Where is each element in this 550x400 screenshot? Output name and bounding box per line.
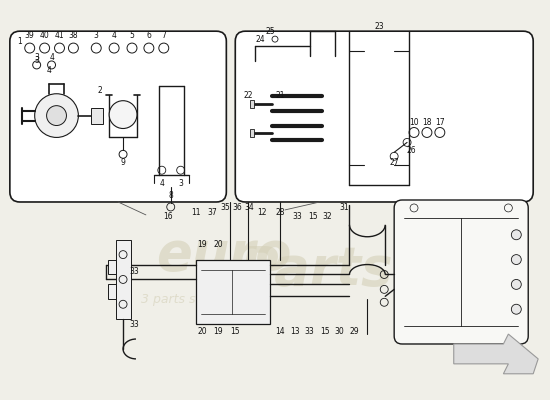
Text: 16: 16	[163, 212, 173, 221]
Text: 6: 6	[146, 31, 151, 40]
Text: 24: 24	[255, 35, 265, 44]
Text: 13: 13	[290, 326, 300, 336]
FancyBboxPatch shape	[394, 200, 528, 344]
Text: 19: 19	[197, 240, 207, 249]
Circle shape	[512, 304, 521, 314]
Text: 33: 33	[305, 326, 315, 336]
Text: 4: 4	[46, 66, 51, 76]
Text: 25: 25	[265, 27, 275, 36]
Text: 3: 3	[94, 31, 98, 40]
Text: 14: 14	[275, 326, 285, 336]
Text: 15: 15	[308, 212, 317, 221]
Text: 28: 28	[275, 208, 285, 218]
Circle shape	[47, 106, 67, 126]
Text: 7: 7	[161, 31, 166, 40]
Text: 26: 26	[406, 146, 416, 155]
Text: 29: 29	[350, 326, 359, 336]
Bar	[196, 260, 270, 324]
Text: 3: 3	[178, 179, 183, 188]
Bar	[250, 100, 254, 108]
Text: 20: 20	[213, 240, 223, 249]
Text: 15: 15	[320, 326, 329, 336]
Text: 40: 40	[40, 31, 49, 40]
Text: 11: 11	[191, 208, 200, 218]
Text: 33: 33	[129, 320, 139, 329]
Text: 33: 33	[292, 212, 302, 221]
Text: 34: 34	[244, 204, 254, 212]
Bar	[108, 284, 116, 299]
Text: 4: 4	[160, 179, 164, 188]
Text: 37: 37	[207, 208, 217, 218]
Text: 22: 22	[244, 91, 253, 100]
Text: 8: 8	[168, 190, 173, 200]
Polygon shape	[454, 334, 538, 374]
Text: 27: 27	[389, 158, 399, 167]
Text: 35: 35	[221, 204, 230, 212]
Text: 39: 39	[25, 31, 35, 40]
Text: 21: 21	[275, 91, 285, 100]
Text: 3 parts since 1985: 3 parts since 1985	[141, 293, 257, 306]
Text: 31: 31	[340, 204, 349, 212]
Circle shape	[109, 101, 137, 128]
Text: 3: 3	[34, 56, 39, 66]
FancyBboxPatch shape	[235, 31, 533, 202]
FancyBboxPatch shape	[10, 31, 227, 202]
Text: 41: 41	[54, 31, 64, 40]
Circle shape	[512, 255, 521, 264]
Circle shape	[512, 280, 521, 289]
Text: 9: 9	[120, 158, 125, 167]
Text: 4: 4	[112, 31, 117, 40]
Text: euro: euro	[156, 229, 292, 281]
Text: 15: 15	[230, 326, 240, 336]
Text: 10: 10	[409, 118, 419, 127]
Text: 1: 1	[18, 37, 22, 46]
Circle shape	[35, 94, 79, 138]
Bar	[250, 130, 254, 138]
Text: 38: 38	[69, 31, 78, 40]
Text: 2: 2	[98, 86, 103, 95]
Text: 5: 5	[130, 31, 134, 40]
Text: 23: 23	[375, 22, 384, 31]
Text: 20: 20	[197, 326, 207, 336]
Bar	[108, 260, 116, 274]
Text: 18: 18	[422, 118, 432, 127]
Bar	[91, 108, 103, 124]
Text: 33: 33	[129, 267, 139, 276]
Text: 19: 19	[213, 326, 223, 336]
Circle shape	[512, 230, 521, 240]
Text: 17: 17	[435, 118, 444, 127]
Text: 4: 4	[49, 52, 54, 62]
Text: 3: 3	[34, 52, 39, 62]
Text: Parts: Parts	[240, 244, 394, 296]
Text: 32: 32	[323, 212, 332, 221]
Text: 30: 30	[334, 326, 344, 336]
Bar	[116, 240, 131, 319]
Text: 12: 12	[257, 208, 267, 218]
Text: 36: 36	[233, 204, 242, 212]
